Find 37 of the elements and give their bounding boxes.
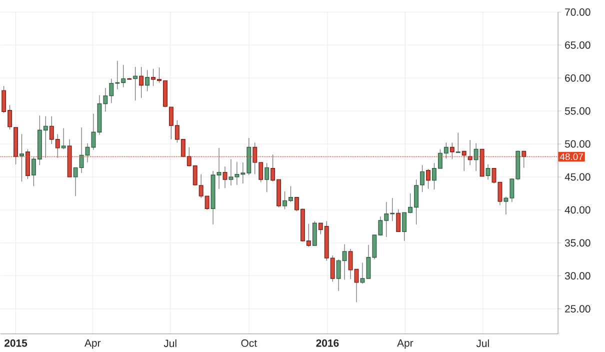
candlestick [133, 66, 138, 101]
candlestick [396, 208, 401, 232]
candlestick [20, 134, 24, 182]
x-tick-label: Apr [397, 339, 414, 349]
candlestick [222, 166, 228, 188]
y-tick-label: 45.00 [564, 173, 590, 181]
x-tick-label: Apr [84, 339, 101, 349]
candlestick [456, 132, 460, 153]
y-tick-label: 65.00 [565, 41, 590, 49]
candlestick [145, 70, 150, 92]
candlestick [462, 150, 466, 172]
candlestick [450, 142, 454, 160]
y-tick-label: 35.00 [564, 239, 590, 247]
candlestick [522, 150, 526, 168]
candlestick [468, 140, 472, 166]
candlestick [139, 66, 144, 98]
x-tick-label: Jul [476, 339, 489, 348]
x-tick-label: 2015 [4, 339, 28, 347]
y-tick-label: 30.00 [564, 272, 590, 280]
x-tick-label: Oct [241, 339, 257, 347]
candlestick [312, 220, 317, 246]
candlestick [264, 162, 270, 192]
candlestick [61, 128, 66, 150]
y-tick-label: 25.00 [565, 305, 590, 312]
y-tick-label: 40.00 [564, 206, 590, 214]
y-tick-label: 60.00 [565, 74, 590, 82]
x-tick-label: 2016 [316, 339, 339, 347]
x-tick-label: Jul [164, 339, 176, 348]
candlestick [474, 142, 478, 172]
ref-line-label: 48.07 [560, 153, 583, 160]
candlestick [426, 168, 430, 190]
candlestick [26, 148, 30, 180]
y-tick-label: 55.00 [564, 107, 590, 115]
candlestick [486, 164, 490, 180]
y-tick-label: 50.00 [564, 140, 590, 148]
y-tick-label: 70.00 [565, 8, 590, 16]
candlestick [420, 164, 424, 192]
